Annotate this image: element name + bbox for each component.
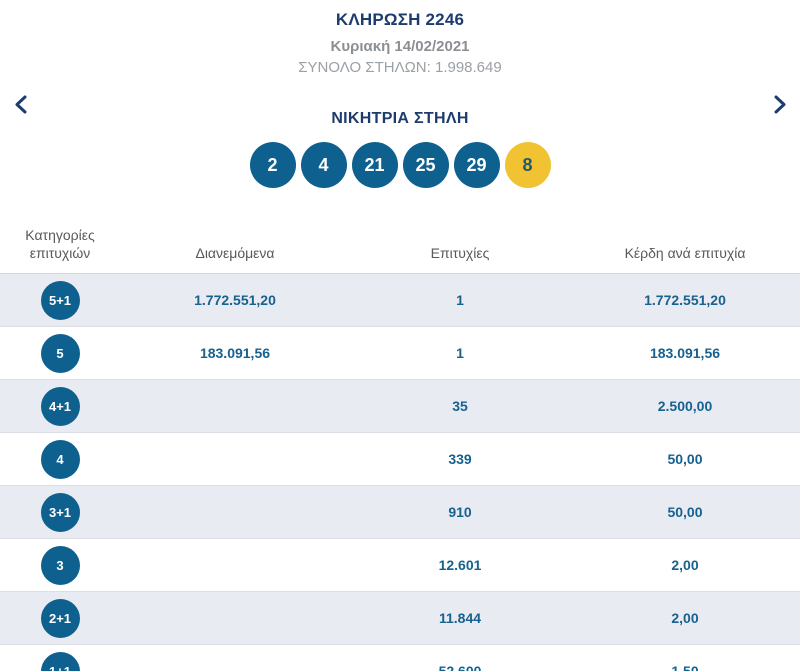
table-row: 4+1 35 2.500,00 bbox=[0, 380, 800, 433]
category-badge: 4 bbox=[40, 439, 80, 479]
winning-number-ball: 25 bbox=[402, 142, 449, 188]
category-badge: 5+1 bbox=[40, 280, 80, 320]
winners-value: 1 bbox=[456, 345, 464, 361]
winners-value: 1 bbox=[456, 292, 464, 308]
prize-value: 50,00 bbox=[667, 504, 703, 520]
winners-value: 11.844 bbox=[438, 610, 482, 626]
winners-value: 12.601 bbox=[438, 557, 482, 573]
winning-number-ball: 2 bbox=[249, 142, 296, 188]
bonus-number-ball: 8 bbox=[504, 142, 551, 188]
distributed-value: 183.091,56 bbox=[199, 345, 271, 361]
draw-title: ΚΛΗΡΩΣΗ 2246 bbox=[335, 10, 465, 29]
category-badge: 1+1 bbox=[40, 651, 80, 671]
table-row: 2+1 11.844 2,00 bbox=[0, 592, 800, 645]
table-row: 3 12.601 2,00 bbox=[0, 539, 800, 592]
winners-value: 52.600 bbox=[438, 663, 482, 671]
prize-value: 2,00 bbox=[671, 557, 699, 573]
table-row: 5+1 1.772.551,20 1 1.772.551,20 bbox=[0, 274, 800, 327]
draw-date: Κυριακή 14/02/2021 bbox=[330, 38, 470, 55]
winning-number-ball: 4 bbox=[300, 142, 347, 188]
category-badge: 2+1 bbox=[40, 598, 80, 638]
chevron-left-icon bbox=[13, 94, 28, 115]
category-badge: 5 bbox=[40, 333, 80, 373]
column-header-categories: Κατηγορίες επιτυχιών bbox=[25, 226, 95, 261]
prize-categories-table: Κατηγορίες επιτυχιών Διανεμόμενα Επιτυχί… bbox=[0, 188, 800, 671]
prize-value: 50,00 bbox=[667, 451, 703, 467]
category-badge: 3 bbox=[40, 545, 80, 585]
prize-value: 1,50 bbox=[671, 663, 699, 671]
table-row: 1+1 52.600 1,50 bbox=[0, 645, 800, 671]
table-row: 3+1 910 50,00 bbox=[0, 486, 800, 539]
winners-value: 339 bbox=[448, 451, 472, 467]
column-header-winners: Επιτυχίες bbox=[430, 244, 490, 261]
column-header-prize: Κέρδη ανά επιτυχία bbox=[624, 244, 746, 261]
prize-value: 2,00 bbox=[671, 610, 699, 626]
column-header-distributed: Διανεμόμενα bbox=[195, 244, 275, 261]
table-header-row: Κατηγορίες επιτυχιών Διανεμόμενα Επιτυχί… bbox=[0, 188, 800, 274]
draw-header: ΚΛΗΡΩΣΗ 2246 Κυριακή 14/02/2021 ΣΥΝΟΛΟ Σ… bbox=[0, 0, 800, 76]
distributed-value: 1.772.551,20 bbox=[194, 292, 276, 308]
winning-numbers: 2 4 21 25 29 8 bbox=[0, 142, 800, 188]
winners-value: 35 bbox=[452, 398, 468, 414]
category-badge: 4+1 bbox=[40, 386, 80, 426]
table-row: 4 339 50,00 bbox=[0, 433, 800, 486]
prize-value: 2.500,00 bbox=[657, 398, 713, 414]
prize-value: 1.772.551,20 bbox=[644, 292, 726, 308]
table-row: 5 183.091,56 1 183.091,56 bbox=[0, 327, 800, 380]
chevron-right-icon bbox=[773, 94, 788, 115]
winning-column-title: ΝΙΚΗΤΡΙΑ ΣΤΗΛΗ bbox=[331, 110, 469, 127]
next-draw-button[interactable] bbox=[768, 92, 792, 116]
draw-carousel: ΝΙΚΗΤΡΙΑ ΣΤΗΛΗ bbox=[0, 90, 800, 128]
winning-number-ball: 21 bbox=[351, 142, 398, 188]
category-badge: 3+1 bbox=[40, 492, 80, 532]
winning-number-ball: 29 bbox=[453, 142, 500, 188]
winners-value: 910 bbox=[448, 504, 472, 520]
total-columns-label: ΣΥΝΟΛΟ ΣΤΗΛΩΝ: 1.998.649 bbox=[298, 59, 502, 76]
previous-draw-button[interactable] bbox=[8, 92, 32, 116]
prize-value: 183.091,56 bbox=[649, 345, 721, 361]
